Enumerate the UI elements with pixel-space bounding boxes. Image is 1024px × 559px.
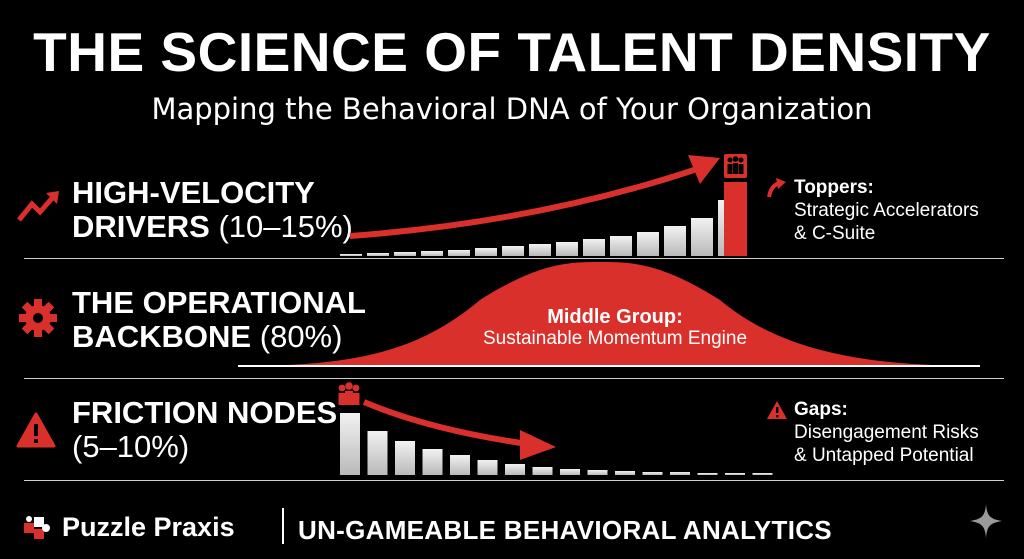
- top-bar: [421, 251, 443, 256]
- bottom-bar: [340, 413, 360, 475]
- divider-3: [24, 480, 1004, 481]
- top-bar: [475, 248, 497, 256]
- note-toppers: Toppers: Strategic Accelerators & C-Suit…: [766, 176, 979, 245]
- bottom-bar: [725, 473, 745, 475]
- divider-1: [24, 258, 1004, 259]
- bottom-bar: [615, 471, 635, 475]
- gear-icon: [19, 299, 57, 337]
- top-bar: [502, 246, 524, 256]
- top-bar: [340, 254, 362, 256]
- bottom-bar: [642, 472, 663, 475]
- top-bar: [394, 252, 416, 256]
- trending-up-icon: [17, 191, 59, 222]
- brand-name: Puzzle Praxis: [62, 512, 235, 542]
- note-gaps: Gaps: Disengagement Risks & Untapped Pot…: [766, 398, 979, 467]
- bottom-bars: [340, 413, 773, 475]
- top-bar: [556, 242, 578, 256]
- curve-label: Middle Group: Sustainable Momentum Engin…: [482, 306, 748, 349]
- page-subtitle: Mapping the Behavioral DNA of Your Organ…: [151, 92, 873, 126]
- footer-tagline: UN-GAMEABLE BEHAVIORAL ANALYTICS: [298, 515, 832, 545]
- people-icon-bottom: [338, 382, 360, 405]
- bottom-bar: [367, 431, 388, 475]
- bottom-bar: [532, 467, 553, 475]
- bottom-bar: [670, 472, 690, 475]
- brand: Puzzle Praxis: [22, 512, 235, 543]
- bottom-bar: [422, 449, 443, 475]
- top-red-bar: [724, 182, 747, 256]
- falling-arrow-head: [520, 430, 556, 460]
- top-bar: [637, 232, 659, 256]
- top-bar: [691, 218, 713, 256]
- bell-curve: [238, 262, 980, 366]
- puzzle-logo-icon: [24, 515, 50, 539]
- page-title: THE SCIENCE OF TALENT DENSITY: [33, 21, 991, 83]
- arrow-up-icon: [767, 177, 786, 197]
- divider-2: [24, 378, 1004, 379]
- top-bar: [367, 253, 389, 256]
- sparkle-icon: [970, 504, 1002, 538]
- falling-arrow: [362, 399, 529, 447]
- rising-arrow: [349, 165, 701, 239]
- footer-separator: [282, 508, 284, 544]
- warning-icon: [16, 412, 56, 448]
- top-bar: [610, 236, 632, 256]
- top-bar: [529, 244, 551, 256]
- bottom-bar: [587, 470, 608, 475]
- row-label-high-velocity: HIGH-VELOCITY DRIVERS (10–15%): [72, 175, 353, 244]
- bottom-bar: [450, 455, 470, 475]
- top-bars: [340, 200, 740, 256]
- bottom-bar: [505, 464, 525, 475]
- row-label-friction: FRICTION NODES (5–10%): [72, 395, 338, 464]
- rising-arrow-head: [688, 155, 720, 184]
- top-bar: [664, 226, 686, 256]
- top-bar: [448, 250, 470, 256]
- bottom-bar: [560, 469, 580, 475]
- row-label-operational: THE OPERATIONAL BACKBONE (80%): [72, 285, 366, 354]
- small-warning-icon: [767, 400, 787, 419]
- bottom-bar: [752, 473, 773, 475]
- bottom-bar: [477, 460, 498, 475]
- bottom-bar: [395, 441, 415, 475]
- bottom-bar: [697, 473, 718, 475]
- top-bar: [583, 239, 605, 256]
